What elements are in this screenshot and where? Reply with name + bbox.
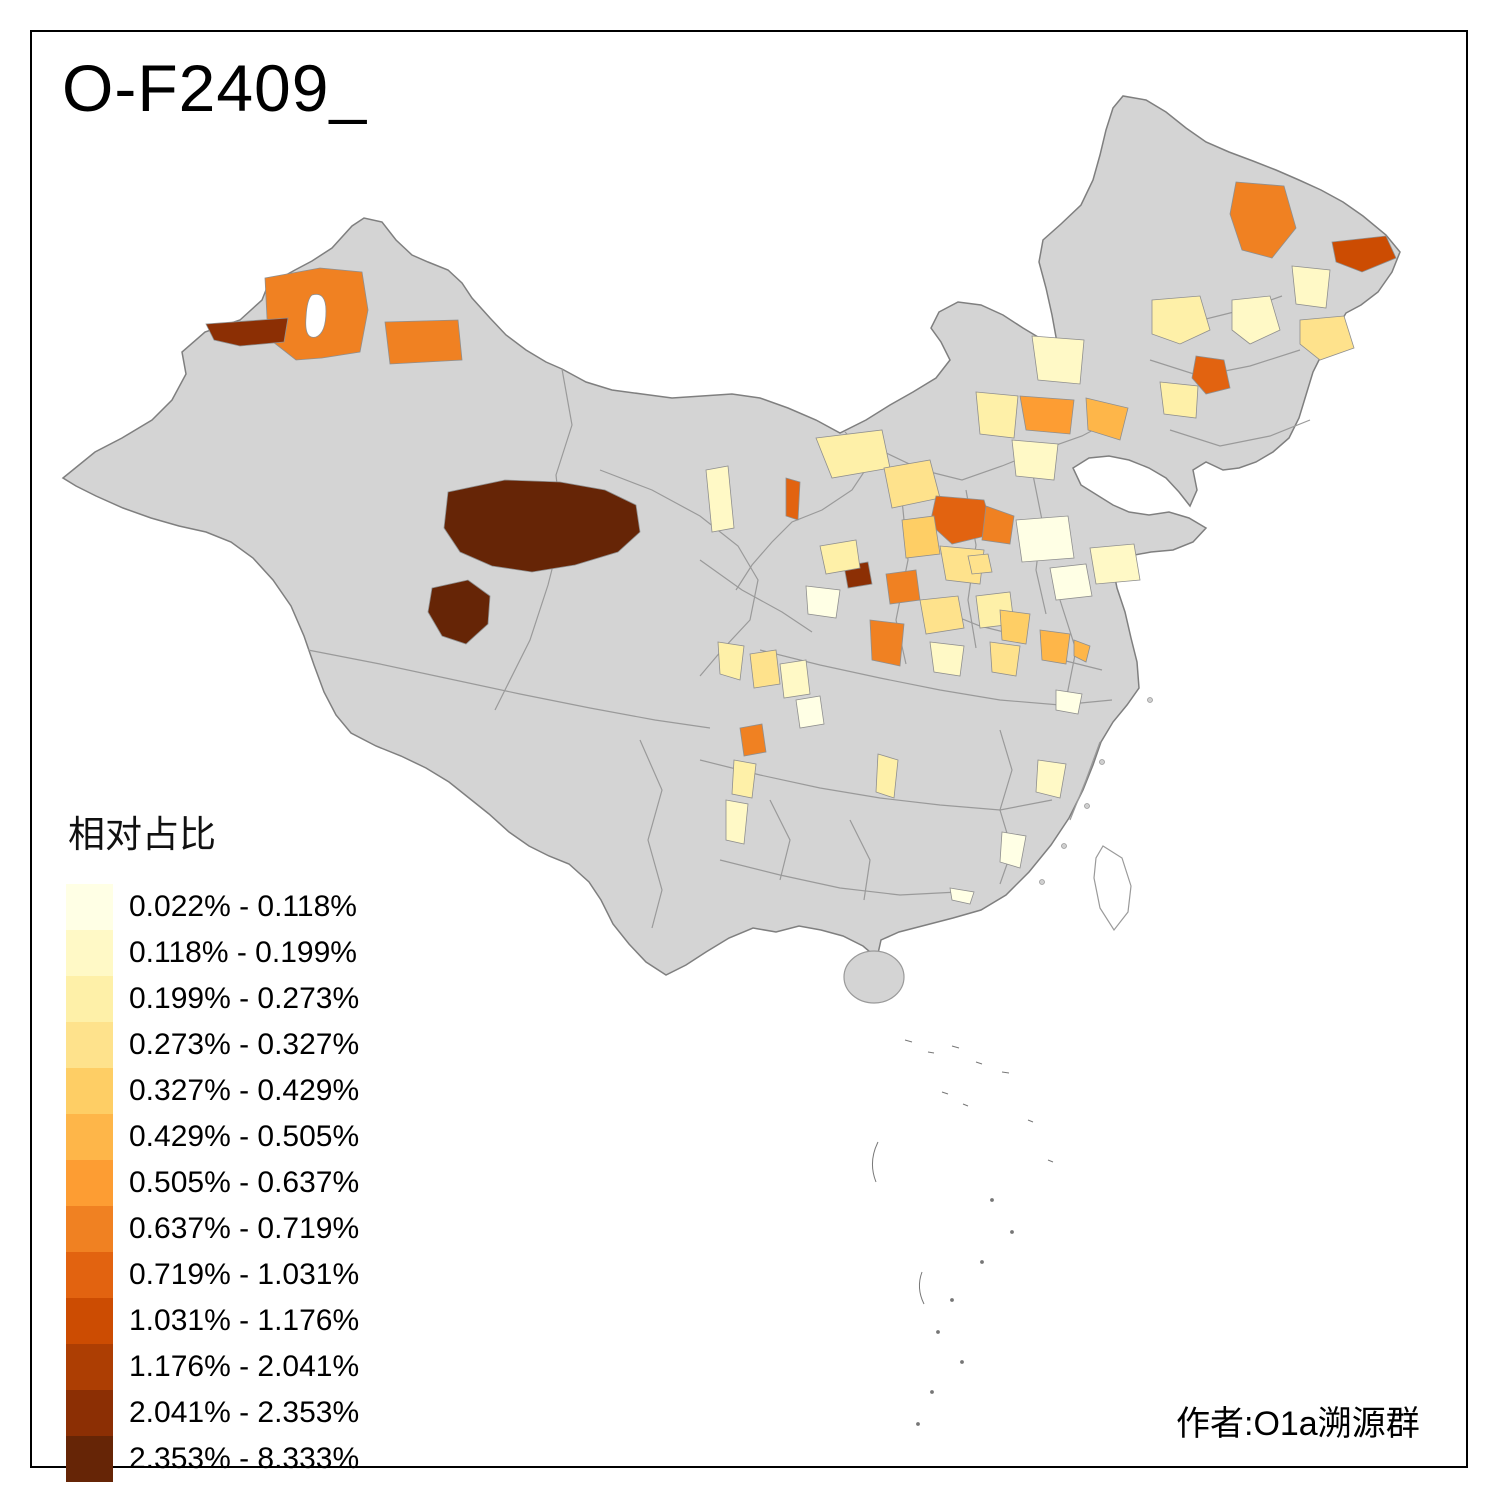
map-region-east-pale-1 — [1035, 759, 1067, 799]
legend-row: 1.176% - 2.041% — [66, 1344, 359, 1390]
legend-swatch — [66, 1436, 113, 1482]
legend-label: 0.022% - 0.118% — [129, 890, 357, 923]
hainan-island — [843, 950, 905, 1004]
map-region-tiny-orange-east — [1073, 639, 1091, 663]
map-region-henan-yellow-2 — [989, 641, 1021, 677]
legend-swatch — [66, 1022, 113, 1068]
legend-row: 0.505% - 0.637% — [66, 1160, 359, 1206]
map-region-chongqing-pale — [875, 753, 899, 799]
legend-row: 0.429% - 0.505% — [66, 1114, 359, 1160]
map-region-im-pale-ne — [1031, 335, 1085, 385]
map-region-central-pale-2 — [795, 695, 825, 729]
legend-swatch — [66, 1390, 113, 1436]
map-region-ne-orange-1 — [1229, 181, 1297, 259]
legend-label: 0.637% - 0.719% — [129, 1212, 360, 1245]
map-region-qinghai-east-pale — [717, 641, 745, 681]
taiwan-island — [1093, 845, 1132, 932]
legend-row: 0.199% - 0.273% — [66, 976, 359, 1022]
legend-row: 0.637% - 0.719% — [66, 1206, 359, 1252]
map-region-beijing-pale — [1015, 515, 1075, 563]
map-region-qaidam-darkest — [443, 479, 641, 573]
map-region-ne-orange-2 — [1191, 355, 1231, 395]
legend-swatch — [66, 1344, 113, 1390]
legend-row: 2.353% - 8.333% — [66, 1436, 359, 1482]
map-region-ne-pale-2 — [1151, 295, 1211, 345]
map-region-nc-yellow-1 — [901, 515, 941, 559]
legend-swatch — [66, 1068, 113, 1114]
map-region-sichuan-pale-1 — [731, 759, 757, 799]
map-region-shandong-pale-2 — [1049, 563, 1093, 601]
legend-row: 2.041% - 2.353% — [66, 1390, 359, 1436]
map-region-nc-yellow-3 — [919, 595, 965, 635]
map-region-ne-pale-4 — [1299, 315, 1355, 361]
map-region-shanxi-orange-2 — [981, 505, 1015, 545]
legend-label: 1.176% - 2.041% — [129, 1350, 360, 1383]
legend-swatch — [66, 1252, 113, 1298]
map-region-jiangxi-pale — [999, 831, 1027, 869]
plot-title: O-F2409_ — [62, 51, 368, 125]
legend-row: 1.031% - 1.176% — [66, 1298, 359, 1344]
legend-label: 0.199% - 0.273% — [129, 982, 360, 1015]
legend-label: 0.719% - 1.031% — [129, 1258, 360, 1291]
map-region-ne-pale-3 — [1231, 295, 1281, 345]
legend-label: 0.429% - 0.505% — [129, 1120, 360, 1153]
map-region-ne-pale-5 — [1159, 381, 1199, 419]
legend-row: 0.719% - 1.031% — [66, 1252, 359, 1298]
legend-label: 1.031% - 1.176% — [129, 1304, 360, 1337]
legend-row: 0.273% - 0.327% — [66, 1022, 359, 1068]
map-region-pale-above-dark — [819, 539, 861, 575]
map-region-shanghai-pale — [1055, 689, 1083, 715]
legend-swatch — [66, 1206, 113, 1252]
map-region-ne-dark-orange — [1331, 235, 1397, 273]
map-region-nc-orange-1 — [1019, 395, 1075, 435]
map-region-sichuan-orange — [739, 723, 767, 757]
legend-swatch — [66, 930, 113, 976]
map-region-henan-yellow-1 — [999, 609, 1031, 645]
map-region-sichuan-pale-2 — [725, 799, 749, 845]
map-region-west-dark-2 — [427, 579, 491, 645]
map-region-shandong-pale-1 — [1089, 543, 1141, 585]
map-region-ningxia-sliver — [785, 477, 801, 521]
legend-swatch — [66, 1160, 113, 1206]
legend-label: 0.273% - 0.327% — [129, 1028, 360, 1061]
legend: 相对占比 0.022% - 0.118% 0.118% - 0.199% 0.199… — [66, 804, 359, 1482]
legend-label: 0.505% - 0.637% — [129, 1166, 360, 1199]
map-region-orange-east-of-dark — [885, 569, 921, 605]
map-region-shaanxi-orange — [869, 619, 905, 667]
map-region-south-pale-tiny — [949, 887, 975, 905]
legend-rows: 0.022% - 0.118% 0.118% - 0.199% 0.199% - 0… — [66, 884, 359, 1482]
map-region-ne-pale-1 — [1291, 265, 1331, 309]
legend-row: 0.118% - 0.199% — [66, 930, 359, 976]
legend-label: 0.118% - 0.199% — [129, 936, 357, 969]
legend-swatch — [66, 976, 113, 1022]
coastal-islets — [1039, 697, 1153, 885]
legend-row: 0.022% - 0.118% — [66, 884, 359, 930]
map-region-ili-dark-strip — [205, 317, 289, 347]
legend-label: 0.327% - 0.429% — [129, 1074, 360, 1107]
map-region-tiny-yellow-north — [967, 553, 993, 575]
map-region-central-pale-1 — [779, 659, 811, 699]
map-region-nc-orange-2 — [1085, 397, 1129, 441]
map-regions — [205, 181, 1397, 905]
map-region-nw-lake — [305, 293, 327, 338]
legend-swatch — [66, 884, 113, 930]
legend-swatch — [66, 1298, 113, 1344]
south-china-sea-islets — [872, 1039, 1054, 1426]
china-outline — [61, 95, 1401, 976]
map-region-henan-orange — [1039, 629, 1071, 665]
map-region-pale-below-dark — [805, 585, 841, 619]
map-region-nc-pale-2 — [1011, 439, 1059, 481]
map-region-north-xinjiang-east — [384, 319, 463, 365]
map-region-gansu-sliver — [705, 465, 735, 533]
map-region-nc-pale-4 — [929, 641, 965, 677]
map-region-gansu-south-yellow — [749, 649, 781, 689]
map-region-nc-pale-1 — [975, 391, 1019, 439]
legend-row: 0.327% - 0.429% — [66, 1068, 359, 1114]
legend-label: 2.353% - 8.333% — [129, 1442, 360, 1475]
attribution: 作者:O1a溯源群 — [1176, 1405, 1420, 1443]
legend-swatch — [66, 1114, 113, 1160]
legend-title: 相对占比 — [68, 814, 216, 855]
legend-label: 2.041% - 2.353% — [129, 1396, 360, 1429]
